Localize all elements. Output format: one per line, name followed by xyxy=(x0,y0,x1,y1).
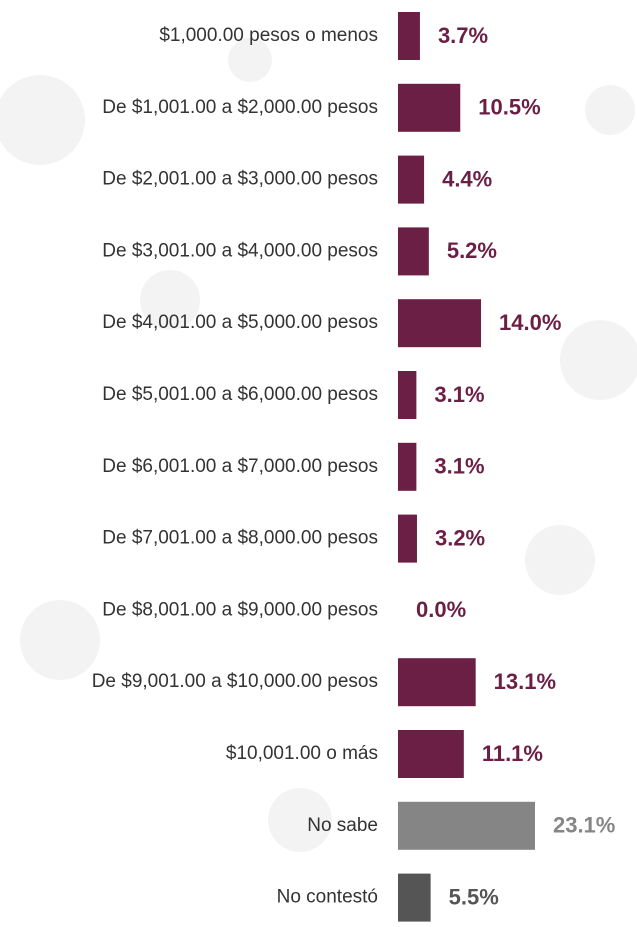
value-label: 5.5% xyxy=(449,884,499,909)
bar xyxy=(398,83,461,132)
bar xyxy=(398,12,420,60)
value-label: 3.2% xyxy=(435,525,485,550)
value-label: 3.7% xyxy=(438,23,488,48)
bar xyxy=(398,801,535,850)
bar xyxy=(398,658,476,707)
value-label: 5.2% xyxy=(447,238,497,263)
value-label: 0.0% xyxy=(416,597,466,622)
category-label: No contestó xyxy=(277,887,378,908)
category-label: De $2,001.00 a $3,000.00 pesos xyxy=(102,169,378,190)
value-label: 10.5% xyxy=(478,95,540,120)
category-label: De $1,001.00 a $2,000.00 pesos xyxy=(102,97,378,118)
value-label: 4.4% xyxy=(442,166,492,191)
category-label: De $5,001.00 a $6,000.00 pesos xyxy=(102,384,378,405)
category-label: No sabe xyxy=(307,815,378,836)
category-label: De $9,001.00 a $10,000.00 pesos xyxy=(92,671,378,692)
category-label: De $6,001.00 a $7,000.00 pesos xyxy=(102,456,378,477)
bar xyxy=(398,873,431,922)
bar xyxy=(398,514,417,563)
value-label: 11.1% xyxy=(482,741,543,766)
category-label: De $8,001.00 a $9,000.00 pesos xyxy=(102,599,378,620)
category-label: $10,001.00 o más xyxy=(226,743,378,764)
category-label: De $3,001.00 a $4,000.00 pesos xyxy=(102,240,378,261)
value-label: 3.1% xyxy=(434,454,484,479)
bar xyxy=(398,730,464,778)
background-decoration xyxy=(0,38,637,852)
category-label: De $4,001.00 a $5,000.00 pesos xyxy=(102,312,378,333)
value-label: 13.1% xyxy=(494,669,556,694)
category-label: $1,000.00 pesos o menos xyxy=(159,25,378,46)
bar xyxy=(398,155,425,204)
bar xyxy=(398,442,417,491)
category-label: De $7,001.00 a $8,000.00 pesos xyxy=(102,528,378,549)
value-label: 3.1% xyxy=(434,382,484,407)
bar xyxy=(398,371,417,419)
value-label: 23.1% xyxy=(553,813,615,838)
bar xyxy=(398,299,482,348)
value-label: 14.0% xyxy=(499,310,561,335)
bar xyxy=(398,227,429,276)
